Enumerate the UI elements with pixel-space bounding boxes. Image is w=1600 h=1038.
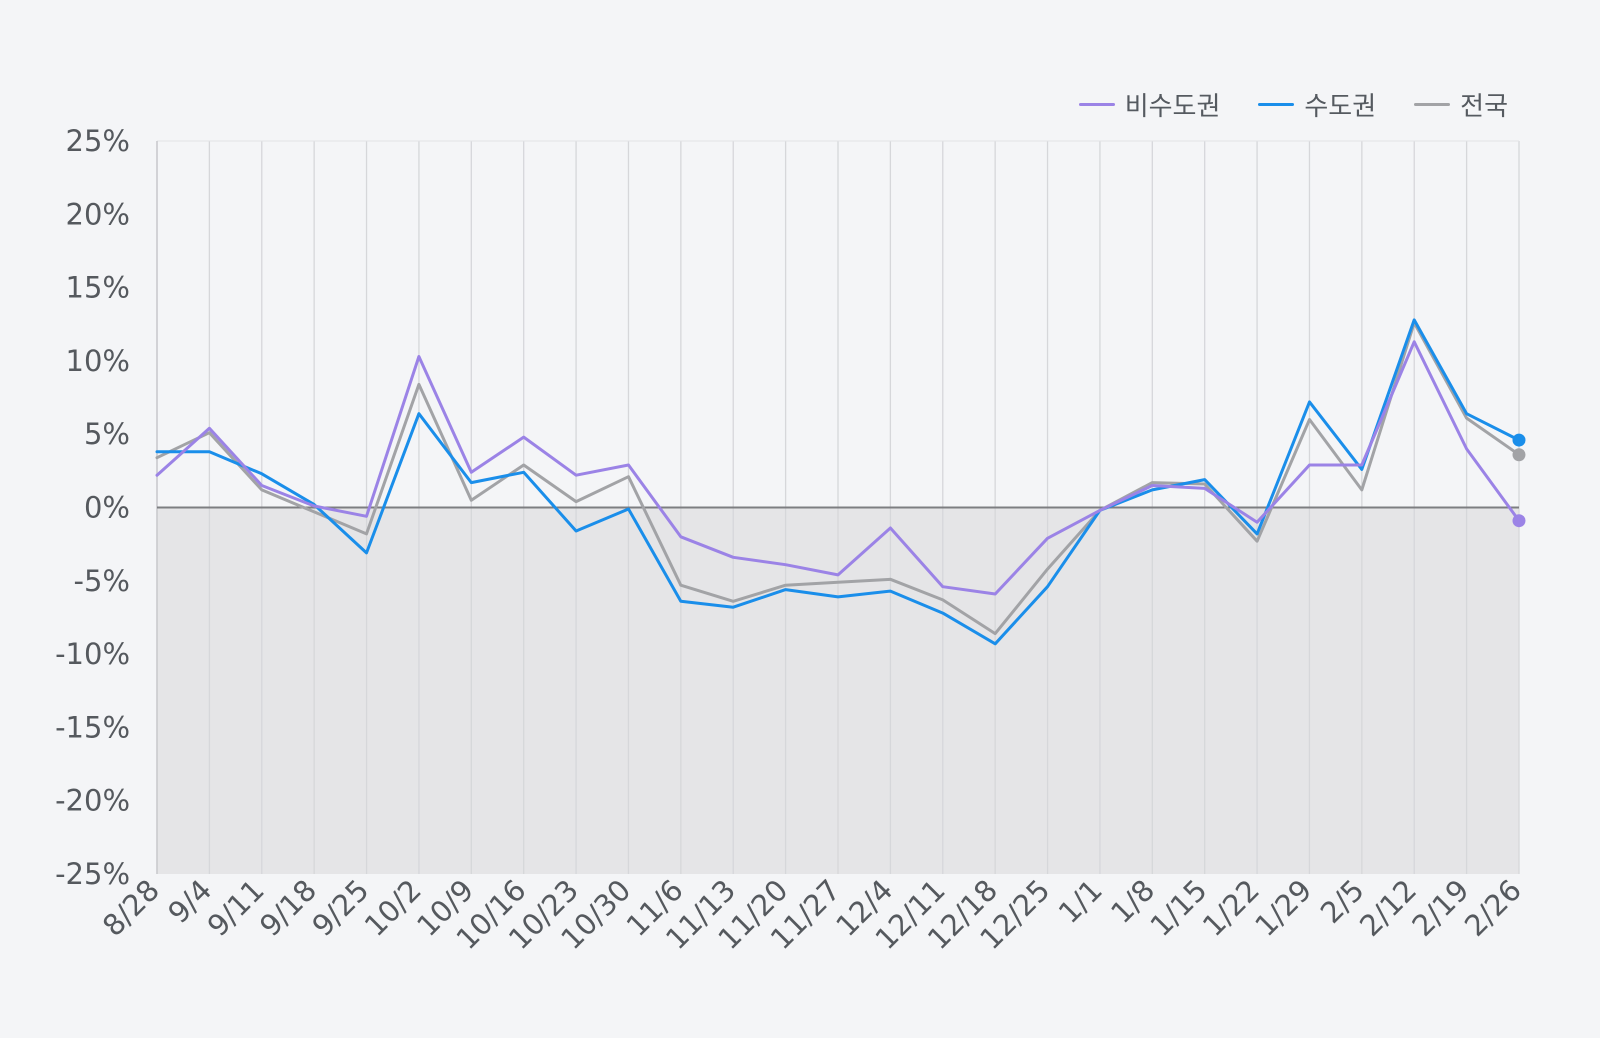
series-end-point-1 <box>1512 433 1526 447</box>
series-line-0 <box>155 340 1521 596</box>
y-axis: 25% 20% 15% 10% 5% 0% -5% -10% -15% -20% -25% <box>55 124 1519 891</box>
y-tick-label: -25% <box>55 857 130 891</box>
x-tick-label: 2/26 <box>1458 873 1528 943</box>
legend-item-nationwide[interactable]: 전국 <box>1414 86 1508 123</box>
series-group <box>155 318 1526 646</box>
y-tick-label: 5% <box>84 417 130 451</box>
series-line-2 <box>155 321 1521 636</box>
y-tick-label: 15% <box>66 271 130 305</box>
x-tick-label: 9/18 <box>253 873 323 943</box>
legend-label-nationwide: 전국 <box>1460 92 1508 122</box>
series-end-point-2 <box>1512 448 1526 462</box>
y-tick-label: 20% <box>66 197 130 231</box>
y-tick-label: -15% <box>55 710 130 744</box>
legend-swatch-non-capital <box>1078 103 1115 106</box>
legend: 비수도권 수도권 전국 <box>1078 86 1508 123</box>
legend-swatch-nationwide <box>1414 103 1451 106</box>
x-tick-label: 1/15 <box>1144 873 1214 943</box>
y-tick-label: -20% <box>55 784 130 818</box>
series-line-1 <box>155 318 1521 646</box>
y-tick-label: 10% <box>66 344 130 378</box>
x-tick-label: 1/22 <box>1196 873 1266 943</box>
y-tick-label: 25% <box>66 124 130 158</box>
x-tick-label: 2/19 <box>1405 873 1475 943</box>
x-tick-label: 1/29 <box>1248 873 1318 943</box>
legend-label-capital: 수도권 <box>1304 92 1377 122</box>
x-tick-label: 1/1 <box>1052 873 1109 930</box>
legend-label-non-capital: 비수도권 <box>1124 92 1221 122</box>
x-axis: 8/289/49/119/189/2510/210/910/1610/2310/… <box>96 873 1528 956</box>
legend-item-non-capital[interactable]: 비수도권 <box>1078 86 1221 123</box>
y-tick-label: -10% <box>55 637 130 671</box>
x-tick-label: 10/2 <box>358 873 428 943</box>
x-tick-label: 9/25 <box>305 873 375 943</box>
x-tick-label: 2/12 <box>1353 873 1423 943</box>
legend-swatch-capital <box>1258 103 1295 106</box>
series-end-point-0 <box>1512 514 1526 528</box>
y-tick-label: 0% <box>84 491 130 525</box>
y-tick-label: -5% <box>74 564 130 598</box>
legend-item-capital[interactable]: 수도권 <box>1258 86 1376 123</box>
x-tick-label: 9/11 <box>201 873 271 943</box>
